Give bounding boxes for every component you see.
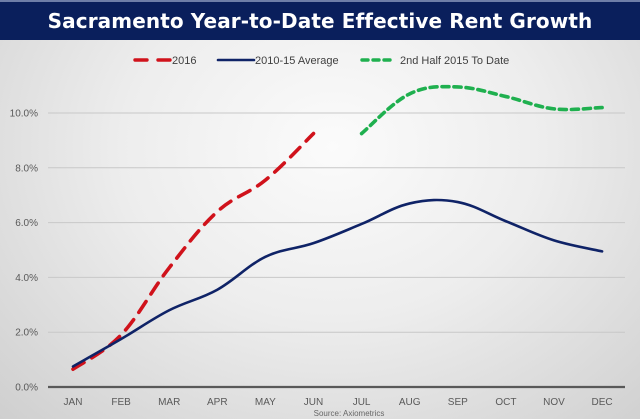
y-tick-label: 4.0%: [15, 273, 38, 284]
source-note: Source: Axiometrics: [314, 409, 385, 418]
x-tick-label: JAN: [64, 397, 83, 408]
x-axis-ticks: JAN FEB MAR APR MAY JUN JUL AUG SEP OCT NOV DEC: [64, 397, 613, 408]
series-line-2nd-half-2015-to-date: [359, 84, 604, 136]
legend-item: 2nd Half 2015 To Date: [360, 55, 509, 67]
x-tick-label: OCT: [495, 397, 516, 408]
y-tick-label: 0.0%: [15, 383, 38, 394]
series-lines: [71, 84, 604, 371]
chart-title: Sacramento Year-to-Date Effective Rent G…: [47, 9, 593, 33]
legend: 2016 2010-15 Average 2nd Half 2015 To Date: [133, 55, 509, 67]
x-tick-label: JUN: [304, 397, 323, 408]
series-line-2016: [71, 131, 316, 371]
x-tick-label: APR: [207, 397, 228, 408]
legend-item: 2016: [133, 55, 196, 67]
x-tick-label: NOV: [543, 397, 565, 408]
gridlines: [48, 112, 625, 389]
x-tick-label: JUL: [353, 397, 371, 408]
x-tick-label: AUG: [399, 397, 421, 408]
chart-title-bar: Sacramento Year-to-Date Effective Rent G…: [0, 0, 640, 40]
x-tick-label: FEB: [111, 397, 131, 408]
x-tick-label: MAR: [158, 397, 180, 408]
x-tick-label: MAY: [255, 397, 276, 408]
legend-label: 2nd Half 2015 To Date: [400, 55, 509, 67]
y-axis-ticks: 0.0% 2.0% 4.0% 6.0% 8.0% 10.0%: [10, 109, 38, 394]
series-line-2010-15-average: [71, 198, 604, 368]
y-tick-label: 6.0%: [15, 218, 38, 229]
y-tick-label: 8.0%: [15, 163, 38, 174]
y-tick-label: 2.0%: [15, 328, 38, 339]
x-tick-label: DEC: [592, 397, 613, 408]
y-tick-label: 10.0%: [10, 109, 38, 120]
legend-label: 2010-15 Average: [255, 55, 339, 67]
legend-item: 2010-15 Average: [216, 55, 339, 67]
legend-label: 2016: [172, 55, 196, 67]
x-tick-label: SEP: [448, 397, 468, 408]
